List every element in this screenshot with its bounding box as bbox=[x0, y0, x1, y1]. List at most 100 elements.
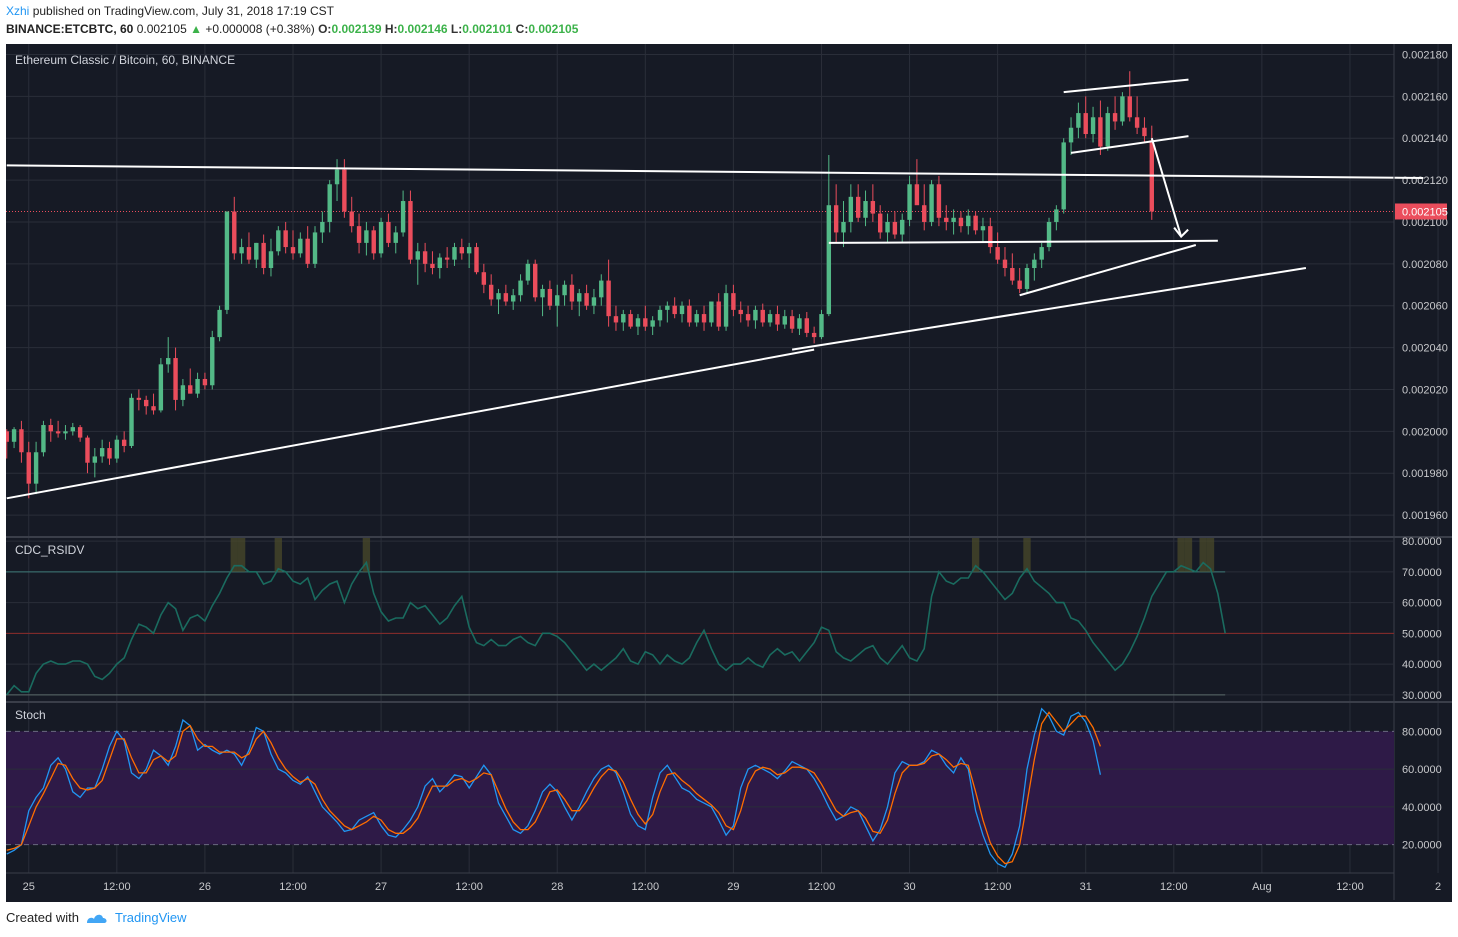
stoch-tick-label: 80.0000 bbox=[1402, 726, 1442, 738]
candle-body bbox=[657, 309, 663, 321]
candle-body bbox=[437, 257, 442, 269]
candle-body bbox=[1112, 113, 1118, 122]
candle-body bbox=[723, 293, 729, 327]
candle-body bbox=[694, 314, 699, 323]
price-tick-label: 0.002000 bbox=[1402, 426, 1448, 438]
candle-body bbox=[136, 397, 142, 400]
time-tick-label: 12:00 bbox=[1160, 881, 1188, 893]
candle-body bbox=[1068, 127, 1074, 143]
rsi-tick-label: 40.0000 bbox=[1402, 659, 1442, 671]
candle-body bbox=[364, 230, 369, 243]
candle-body bbox=[180, 385, 186, 400]
price-tick-label: 0.002060 bbox=[1402, 301, 1448, 313]
time-tick-label: 27 bbox=[375, 881, 387, 893]
candle-body bbox=[848, 196, 854, 222]
published-text: published on TradingView.com, July 31, 2… bbox=[32, 4, 334, 18]
rsi-tick-label: 80.0000 bbox=[1402, 536, 1442, 548]
candle-body bbox=[305, 238, 310, 264]
candle-body bbox=[892, 221, 898, 235]
time-tick-label: 12:00 bbox=[632, 881, 660, 893]
rsi-tick-label: 70.0000 bbox=[1402, 567, 1442, 579]
last-price-tag-label: 0.002105 bbox=[1402, 206, 1448, 218]
candle-body bbox=[481, 272, 487, 285]
candle-body bbox=[466, 247, 472, 254]
candle-body bbox=[789, 316, 795, 329]
rsi-overbought-fill bbox=[971, 538, 980, 572]
ohlc-line: BINANCE:ETCBTC, 60 0.002105 ▲ +0.000008 … bbox=[6, 22, 578, 36]
candle-body bbox=[1098, 117, 1103, 147]
rsi-tick-label: 50.0000 bbox=[1402, 628, 1442, 640]
price-tick-label: 0.002140 bbox=[1402, 133, 1448, 145]
candle-body bbox=[474, 247, 479, 273]
candle-body bbox=[246, 247, 252, 260]
candle-body bbox=[334, 169, 340, 185]
candle-body bbox=[283, 230, 288, 248]
chart-canvas[interactable]: 0.0021800.0021600.0021400.0021200.002100… bbox=[6, 44, 1452, 902]
candle-body bbox=[709, 301, 714, 323]
candle-body bbox=[797, 318, 802, 329]
price-tick-label: 0.002080 bbox=[1402, 259, 1448, 271]
candle-body bbox=[775, 314, 780, 325]
last-price-tag bbox=[1395, 203, 1447, 220]
time-tick-label: 28 bbox=[551, 881, 563, 893]
high-value: 0.002146 bbox=[397, 22, 448, 36]
candle-body bbox=[944, 217, 949, 222]
candle-body bbox=[936, 184, 942, 218]
candle-body bbox=[804, 318, 809, 333]
rsi-overbought-fill bbox=[362, 538, 371, 572]
candle-body bbox=[1032, 259, 1037, 269]
candle-body bbox=[980, 226, 986, 231]
projection-arrow-shaft bbox=[1150, 137, 1183, 237]
candle-body bbox=[643, 318, 648, 327]
candle-body bbox=[606, 280, 611, 317]
candle-body bbox=[1002, 259, 1008, 269]
open-label: O: bbox=[318, 22, 332, 36]
candle-body bbox=[577, 293, 582, 302]
time-tick-label: 26 bbox=[199, 881, 211, 893]
candle-body bbox=[753, 309, 758, 321]
candle-body bbox=[1127, 96, 1132, 118]
candle-body bbox=[276, 230, 281, 252]
up-arrow-icon: ▲ bbox=[190, 22, 202, 36]
candle-body bbox=[988, 226, 993, 248]
candle-body bbox=[422, 251, 428, 264]
candle-body bbox=[129, 397, 134, 446]
candle-body bbox=[430, 263, 435, 269]
created-with-label: Created with bbox=[6, 910, 79, 925]
stoch-line-d bbox=[6, 711, 1102, 865]
trendline-lower-support-1 bbox=[6, 348, 815, 500]
stoch-tick-label: 40.0000 bbox=[1402, 802, 1442, 814]
candle-body bbox=[210, 337, 215, 386]
candle-body bbox=[966, 215, 971, 227]
candle-body bbox=[452, 247, 457, 260]
time-tick-label: 12:00 bbox=[279, 881, 307, 893]
stoch-tick-label: 60.0000 bbox=[1402, 764, 1442, 776]
rsi-overbought-fill bbox=[1177, 538, 1185, 572]
candle-body bbox=[628, 314, 633, 327]
candle-body bbox=[731, 293, 736, 310]
candle-body bbox=[760, 309, 765, 323]
candle-body bbox=[496, 293, 501, 300]
candle-body bbox=[599, 280, 604, 298]
candle-body bbox=[665, 305, 670, 310]
candle-body bbox=[378, 221, 384, 254]
candle-body bbox=[342, 169, 347, 212]
tradingview-logo-icon bbox=[86, 914, 107, 923]
candle-body bbox=[922, 205, 927, 222]
time-tick-label: 30 bbox=[903, 881, 915, 893]
price-tick-label: 0.002020 bbox=[1402, 384, 1448, 396]
price-pane-title: Ethereum Classic / Bitcoin, 60, BINANCE bbox=[15, 53, 235, 67]
candle-body bbox=[555, 295, 560, 306]
candle-body bbox=[188, 385, 193, 394]
tradingview-link[interactable]: TradingView bbox=[114, 910, 187, 925]
author-link[interactable]: Xzhi bbox=[6, 4, 30, 18]
footer: Created with TradingView bbox=[6, 910, 187, 925]
candle-body bbox=[811, 332, 817, 338]
candle-body bbox=[158, 364, 164, 411]
time-tick-label: Aug bbox=[1252, 881, 1272, 893]
candle-body bbox=[232, 211, 237, 254]
candle-body bbox=[195, 378, 200, 394]
candle-body bbox=[415, 251, 420, 260]
time-tick-label: 12:00 bbox=[808, 881, 836, 893]
candle-body bbox=[48, 425, 53, 432]
